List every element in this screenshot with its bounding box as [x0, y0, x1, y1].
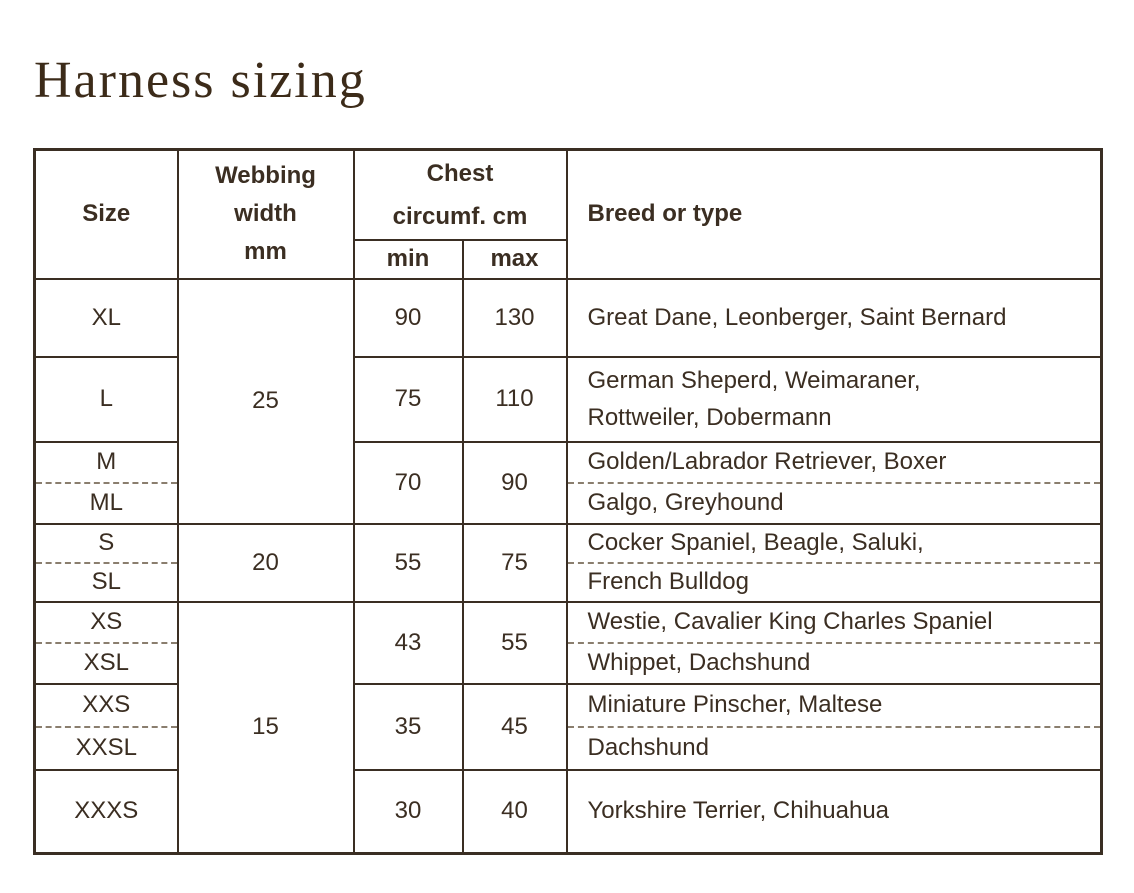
- cell-breed-ml: Galgo, Greyhound: [565, 481, 1103, 525]
- cell-max-xl: 130: [461, 277, 568, 358]
- cell-breed-xxs: Miniature Pinscher, Maltese: [565, 682, 1103, 728]
- table-row-xxxs: XXXS 30 40 Yorkshire Terrier, Chihuahua: [33, 768, 1103, 855]
- header-max: max: [461, 238, 568, 280]
- cell-breed-s: Cocker Spaniel, Beagle, Saluki,: [565, 522, 1103, 564]
- table-row-l: L 75 110 German Sheperd, Weimaraner, Rot…: [33, 355, 1103, 443]
- table-row-xl: XL 25 90 130 Great Dane, Leonberger, Sai…: [33, 277, 1103, 525]
- harness-sizing-table: Size Webbing width mm Chest circumf. cm …: [33, 148, 1103, 855]
- cell-size-sl: SL: [33, 561, 179, 603]
- cell-max-xxxs: 40: [461, 768, 568, 855]
- table-row-m: M 70 90 Golden/Labrador Retriever, Boxer: [33, 440, 1103, 525]
- cell-breed-xl: Great Dane, Leonberger, Saint Bernard: [565, 277, 1103, 358]
- cell-size-m: M: [33, 440, 179, 484]
- header-chest-circumference-label: Chest circumf. cm: [392, 159, 528, 230]
- cell-min-xxs-xxsl: 35: [352, 682, 464, 771]
- header-webbing-width: Webbing width mm: [176, 148, 355, 280]
- cell-size-xsl: XSL: [33, 641, 179, 685]
- table-row-xsl: XSL Whippet, Dachshund: [33, 641, 1103, 685]
- cell-breed-xxxs: Yorkshire Terrier, Chihuahua: [565, 768, 1103, 855]
- table-row-xxsl: XXSL Dachshund: [33, 725, 1103, 771]
- cell-breed-sl: French Bulldog: [565, 561, 1103, 603]
- table-row-xxs: XXS 35 45 Miniature Pinscher, Maltese: [33, 682, 1103, 771]
- header-size: Size: [33, 148, 179, 280]
- cell-max-xxs-xxsl: 45: [461, 682, 568, 771]
- table-row-xs: XS 15 43 55 Westie, Cavalier King Charle…: [33, 600, 1103, 855]
- cell-min-l: 75: [352, 355, 464, 443]
- cell-webbing-15: 15: [176, 600, 355, 855]
- cell-size-xs: XS: [33, 600, 179, 644]
- cell-min-xs-xsl: 43: [352, 600, 464, 685]
- cell-size-xxsl: XXSL: [33, 725, 179, 771]
- header-row-1: Size Webbing width mm Chest circumf. cm …: [33, 148, 1103, 280]
- cell-webbing-20: 20: [176, 522, 355, 603]
- cell-size-xl: XL: [33, 277, 179, 358]
- cell-min-m-ml: 70: [352, 440, 464, 525]
- cell-max-xs-xsl: 55: [461, 600, 568, 685]
- cell-max-m-ml: 90: [461, 440, 568, 525]
- table-row-s: S 20 55 75 Cocker Spaniel, Beagle, Saluk…: [33, 522, 1103, 603]
- cell-breed-xsl: Whippet, Dachshund: [565, 641, 1103, 685]
- cell-min-s-sl: 55: [352, 522, 464, 603]
- header-chest-circumference: Chest circumf. cm: [352, 148, 568, 241]
- header-webbing-width-label: Webbing width mm: [215, 161, 316, 266]
- header-row-2: min max: [35, 238, 1102, 280]
- cell-size-ml: ML: [33, 481, 179, 525]
- header-breed-or-type: Breed or type: [565, 148, 1103, 280]
- table-row-sl: SL French Bulldog: [33, 561, 1103, 603]
- cell-breed-xs: Westie, Cavalier King Charles Spaniel: [565, 600, 1103, 644]
- cell-min-xxxs: 30: [352, 768, 464, 855]
- table-row-ml: ML Galgo, Greyhound: [33, 481, 1103, 525]
- cell-size-xxxs: XXXS: [33, 768, 179, 855]
- cell-breed-l: German Sheperd, Weimaraner, Rottweiler, …: [565, 355, 1103, 443]
- cell-breed-m: Golden/Labrador Retriever, Boxer: [565, 440, 1103, 484]
- cell-size-xxs: XXS: [33, 682, 179, 728]
- cell-breed-xxsl: Dachshund: [565, 725, 1103, 771]
- cell-size-l: L: [33, 355, 179, 443]
- cell-min-xl: 90: [352, 277, 464, 358]
- cell-max-l: 110: [461, 355, 568, 443]
- cell-size-s: S: [33, 522, 179, 564]
- header-min: min: [352, 238, 464, 280]
- page-title: Harness sizing: [34, 52, 367, 109]
- cell-max-s-sl: 75: [461, 522, 568, 603]
- cell-webbing-25: 25: [176, 277, 355, 525]
